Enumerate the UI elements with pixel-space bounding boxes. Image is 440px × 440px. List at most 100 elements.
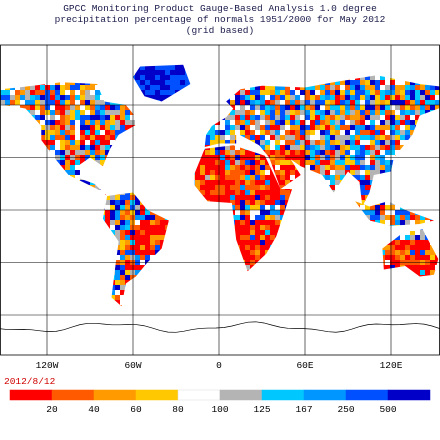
precip-cell [40,75,45,80]
precip-cell [200,210,205,215]
precip-cell [375,255,380,260]
precip-cell [220,150,225,155]
precip-cell [335,225,340,230]
precip-cell [20,85,25,90]
precip-cell [125,205,130,210]
precip-cell [305,170,310,175]
precip-cell [15,175,20,180]
precip-cell [140,140,145,145]
precip-cell [400,235,405,240]
precip-cell [40,210,45,215]
precip-cell [335,195,340,200]
precip-cell [335,165,340,170]
precip-cell [190,190,195,195]
precip-cell [20,210,25,215]
precip-cell [330,210,335,215]
precip-cell [310,150,315,155]
precip-cell [20,315,25,320]
precip-cell [290,170,295,175]
precip-cell [175,75,180,80]
precip-cell [80,120,85,125]
precip-cell [335,85,340,90]
precip-cell [345,80,350,85]
precip-cell [255,115,260,120]
precip-cell [380,50,385,55]
precip-cell [140,145,145,150]
precip-cell [40,90,45,95]
precip-cell [190,220,195,225]
precip-cell [235,325,240,330]
precip-cell [35,235,40,240]
precip-cell [140,235,145,240]
precip-cell [130,230,135,235]
precip-cell [420,95,425,100]
precip-cell [420,305,425,307]
precip-cell [145,185,150,190]
precip-cell [350,275,355,280]
precip-cell [40,295,45,300]
precip-cell [90,90,95,95]
precip-cell [185,110,190,115]
precip-cell [355,75,360,80]
precip-cell [20,285,25,290]
precip-cell [60,64,65,65]
precip-cell [30,175,35,180]
precip-cell [355,130,360,135]
precip-cell [30,315,35,320]
precip-cell [215,160,220,165]
precip-cell [430,150,435,155]
precip-cell [335,105,340,110]
precip-cell [335,230,340,235]
precip-cell [145,285,150,290]
precip-cell [310,235,315,240]
precip-cell [395,90,400,95]
precip-cell [35,145,40,150]
precip-cell [275,240,280,245]
precip-cell [10,215,15,220]
precip-cell [375,310,380,315]
precip-cell [280,280,285,285]
precip-cell [115,45,120,50]
precip-cell [225,275,230,280]
precip-cell [35,95,40,100]
precip-cell [145,245,150,250]
precip-cell [375,55,380,60]
precip-cell [380,295,385,300]
precip-cell [225,45,230,50]
precip-cell [405,305,410,307]
precip-cell [100,250,105,255]
precip-cell [100,295,105,300]
precip-cell [340,315,345,320]
precip-cell [175,230,180,235]
precip-cell [70,75,75,80]
precip-cell [50,300,55,305]
precip-cell [55,275,60,280]
precip-cell [305,285,310,290]
precip-cell [240,205,245,210]
precip-cell [250,160,255,165]
precip-cell [100,180,105,185]
precip-cell [135,75,140,80]
precip-cell [160,275,165,280]
precip-cell [235,240,240,245]
precip-cell [30,110,35,115]
precip-cell [105,285,110,290]
precip-cell [275,165,280,170]
precip-cell [270,135,275,140]
precip-cell [50,170,55,175]
precip-cell [100,240,105,245]
precip-cell [245,115,250,120]
precip-cell [35,225,40,230]
precip-cell [195,180,200,185]
precip-cell [420,300,425,305]
precip-cell [415,225,420,230]
precip-cell [415,215,420,220]
precip-cell [150,64,155,65]
precip-cell [275,205,280,210]
precip-cell [420,285,425,290]
precip-cell [195,200,200,205]
precip-cell [170,275,175,280]
precip-cell [405,75,410,80]
precip-cell [185,120,190,125]
precip-cell [100,195,105,200]
